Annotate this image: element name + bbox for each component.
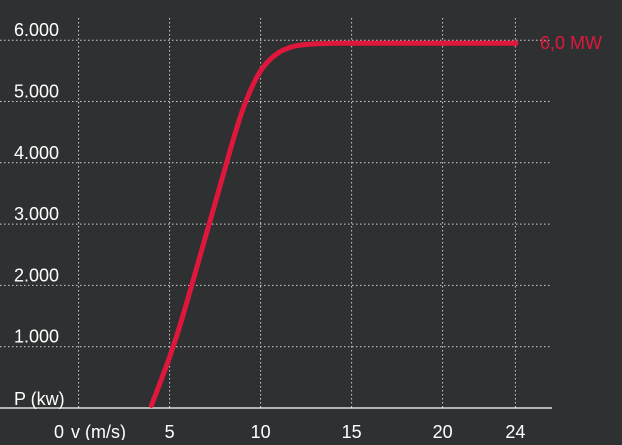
x-tick-label: 10 [251, 422, 271, 440]
power-curve-line [148, 40, 518, 408]
label-layer: P (kw) 0 v (m/s) 6,0 MW 1.000 2.000 3.000 4… [14, 20, 602, 442]
y-tick-label: 3.000 [14, 204, 59, 224]
y-tick-label: 4.000 [14, 143, 59, 163]
x-axis-label: v (m/s) [71, 422, 126, 440]
y-axis-label: P (kw) [14, 389, 65, 409]
rated-power-end-point [512, 40, 519, 47]
grid-layer [0, 18, 552, 409]
y-tick-label: 6.000 [14, 20, 59, 40]
x-tick-label: 20 [433, 422, 453, 440]
y-tick-label: 2.000 [14, 265, 59, 285]
y-tick-label: 1.000 [14, 327, 59, 347]
x-tick-label: 24 [505, 422, 525, 440]
x-origin-label: 0 [54, 422, 64, 440]
x-tick-label: 5 [165, 422, 175, 440]
max-power-annotation: 6,0 MW [540, 33, 602, 53]
series-layer [148, 40, 519, 408]
y-tick-label: 5.000 [14, 82, 59, 102]
x-tick-label: 15 [342, 422, 362, 440]
